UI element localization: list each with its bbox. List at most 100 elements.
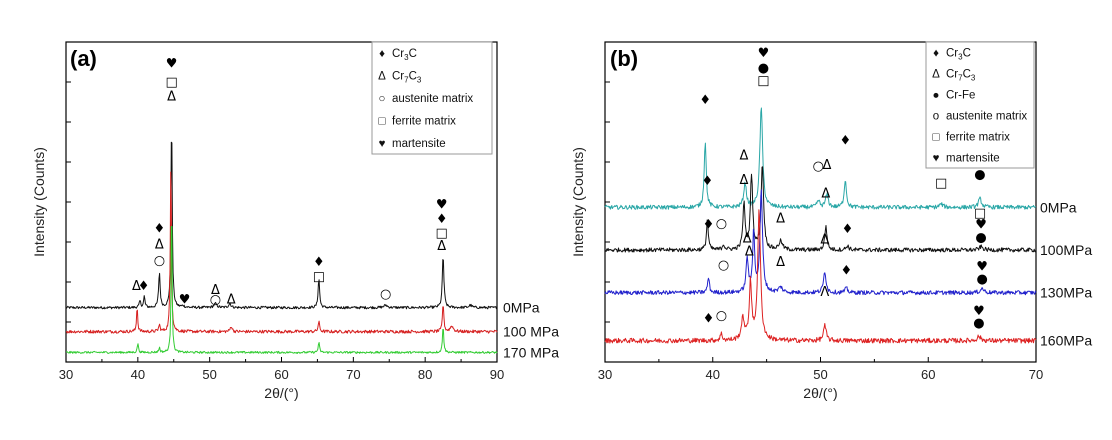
phase-marker: ♥ [975,218,987,233]
phase-marker: ○ [210,293,221,308]
phase-marker: Δ [155,237,164,252]
series-label: 0MPa [1040,199,1077,215]
legend-text-main: Cr [946,68,958,80]
legend-symbol: Δ [378,71,386,83]
phase-marker: ♦ [138,279,150,294]
legend-subscript: 7 [958,73,963,82]
x-tick-label: 50 [813,367,827,382]
phase-marker: Δ [821,187,830,202]
phase-marker: Δ [740,173,749,188]
phase-marker: Δ [740,148,749,163]
x-tick-label: 70 [1029,367,1043,382]
phase-marker: ♥ [436,197,448,212]
phase-marker: Δ [132,279,141,294]
legend-text-main: ferrite matrix [946,131,1010,143]
legend-text-2: C [963,68,971,80]
series-label: 130MPa [1040,285,1092,301]
series-line-170mpa [65,226,498,354]
x-tick-label: 60 [274,367,288,382]
legend-text-main: austenite matrix [946,110,1027,122]
legend-text-main: martensite [946,152,1000,164]
series-line-100mpa [604,166,1037,253]
x-axis-title: 2θ/(°) [264,385,298,401]
legend-subscript: 3 [958,52,963,61]
phase-marker: ♦ [703,312,715,327]
legend-text-main: martensite [392,138,446,150]
phase-marker: Δ [745,244,754,259]
legend-symbol: o [933,110,939,122]
legend-label: austenite matrix [946,110,1027,122]
phase-marker: ♦ [702,174,714,189]
phase-marker: ♥ [758,46,770,61]
phase-marker: Δ [776,255,785,270]
phase-marker: ● [974,168,985,183]
series-line-100mpa [65,171,498,334]
legend-symbol: ♥ [379,138,386,150]
legend-text-main: Cr [392,48,404,60]
legend-symbol: ○ [379,93,386,105]
phase-marker: ♦ [313,255,325,270]
x-tick-label: 90 [490,367,504,382]
phase-marker: ♦ [842,222,854,237]
phase-marker: □ [313,269,325,284]
phase-marker: ♦ [703,218,715,233]
chart-panel-a: 30 40 50 60 70 80 90 2θ/(°) Intensity (Counts) (a… [31,41,559,401]
phase-marker: ● [976,272,987,287]
legend-symbol: ♦ [933,47,939,59]
legend-label: martensite [946,152,1000,164]
phase-marker: Δ [211,283,220,298]
legend-subscript: 3 [417,76,422,85]
phase-marker: ○ [154,253,165,268]
x-tick-label: 40 [131,367,145,382]
phase-marker: ♥ [973,304,985,319]
phase-marker: ♦ [841,264,853,279]
legend-subscript: 7 [404,76,409,85]
phase-marker: ♥ [166,57,178,72]
legend-label: Cr7C3 [946,68,976,82]
series-label: 100MPa [1040,242,1092,258]
legend-text-2: C [409,71,417,83]
legend-text-main: Cr [946,47,958,59]
legend-box [925,41,1035,169]
legend-label: ferrite matrix [946,131,1010,143]
phase-marker: □ [165,75,177,90]
phase-marker: Δ [227,293,236,308]
legend-subscript: 3 [971,73,976,82]
phase-marker: Δ [820,233,829,248]
series-line-0mpa [604,107,1037,210]
phase-marker: ● [975,230,986,245]
phase-marker: Δ [437,239,446,254]
phase-marker: □ [974,206,986,221]
x-tick-label: 70 [346,367,360,382]
legend-symbol: ● [933,89,940,101]
series-line-160mpa [604,209,1037,344]
phase-marker: ○ [813,159,824,174]
phase-marker: □ [757,74,769,89]
series-label: 170 MPa [503,344,559,360]
phase-marker: ○ [716,308,727,323]
x-tick-label: 30 [598,367,612,382]
x-tick-label: 40 [706,367,720,382]
phase-marker: ● [973,316,984,331]
phase-marker: ♥ [976,259,988,274]
x-tick-label: 80 [418,367,432,382]
phase-marker: Δ [167,89,176,104]
legend-text-main: austenite matrix [392,93,473,105]
panel-label: (a) [70,46,97,71]
y-axis-title: Intensity (Counts) [570,147,586,257]
phase-marker: Δ [743,232,752,247]
series-label: 100 MPa [503,324,559,340]
legend-subscript: 3 [404,53,409,62]
legend-symbol: ♦ [379,48,385,60]
legend-symbol: ♥ [933,152,940,164]
phase-marker: ♥ [179,293,191,308]
y-axis-title: Intensity (Counts) [31,147,47,257]
x-tick-label: 50 [202,367,216,382]
phase-marker: ○ [718,258,729,273]
phase-marker: ♦ [839,133,851,148]
legend-box [371,41,493,155]
x-axis-title: 2θ/(°) [803,385,837,401]
legend-symbol: □ [933,131,940,143]
legend-label: Cr3C [946,47,971,61]
